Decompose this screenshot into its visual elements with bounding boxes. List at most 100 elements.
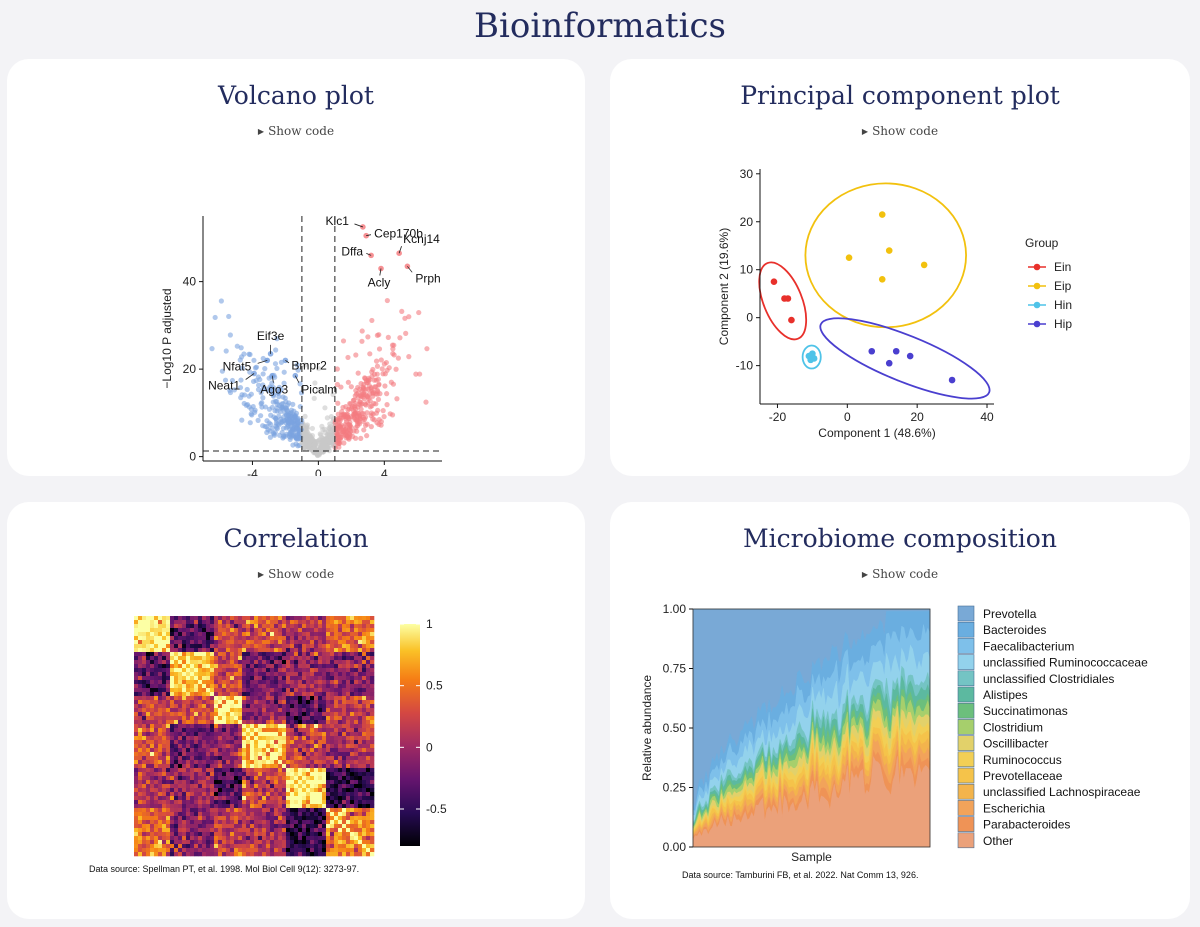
correlation-cell: [234, 780, 239, 785]
correlation-cell: [166, 696, 171, 701]
correlation-cell: [182, 844, 187, 849]
correlation-cell: [198, 672, 203, 677]
correlation-cell: [218, 704, 223, 709]
volcano-point: [246, 393, 252, 399]
correlation-show-code-toggle[interactable]: ▶ Show code: [7, 567, 585, 581]
correlation-cell: [294, 824, 299, 829]
volcano-y-axis-label: −Log10 P adjusted: [160, 288, 174, 388]
triangle-right-icon: ▶: [257, 127, 265, 136]
correlation-cell: [142, 812, 147, 817]
correlation-cell: [166, 764, 171, 769]
correlation-cell: [182, 684, 187, 689]
correlation-cell: [358, 820, 363, 825]
correlation-cell: [198, 848, 203, 853]
correlation-cell: [218, 680, 223, 685]
correlation-cell: [282, 660, 287, 665]
correlation-cell: [330, 740, 335, 745]
correlation-cell: [262, 700, 267, 705]
correlation-cell: [230, 844, 235, 849]
correlation-cell: [150, 652, 155, 657]
correlation-cell: [146, 764, 151, 769]
correlation-cell: [282, 652, 287, 657]
correlation-cell: [214, 720, 219, 725]
correlation-cell: [174, 776, 179, 781]
correlation-cell: [162, 656, 167, 661]
correlation-cell: [346, 844, 351, 849]
correlation-cell: [262, 828, 267, 833]
correlation-cell: [322, 644, 327, 649]
correlation-cell: [214, 696, 219, 701]
correlation-cell: [278, 808, 283, 813]
correlation-cell: [222, 620, 227, 625]
correlation-cell: [142, 732, 147, 737]
correlation-cell: [158, 824, 163, 829]
correlation-cell: [174, 796, 179, 801]
correlation-cell: [314, 656, 319, 661]
correlation-cell: [334, 696, 339, 701]
correlation-cell: [230, 852, 235, 857]
correlation-cell: [278, 804, 283, 809]
correlation-cell: [366, 736, 371, 741]
correlation-cell: [138, 784, 143, 789]
correlation-cell: [174, 780, 179, 785]
correlation-cell: [294, 684, 299, 689]
correlation-cell: [190, 772, 195, 777]
correlation-cell: [326, 704, 331, 709]
correlation-cell: [278, 848, 283, 853]
correlation-cell: [346, 684, 351, 689]
correlation-cell: [254, 744, 259, 749]
correlation-cell: [334, 624, 339, 629]
correlation-cell: [218, 752, 223, 757]
correlation-cell: [142, 788, 147, 793]
volcano-point: [255, 386, 262, 393]
correlation-cell: [210, 760, 215, 765]
correlation-cell: [242, 848, 247, 853]
correlation-cell: [170, 812, 175, 817]
pca-show-code-toggle[interactable]: ▶ Show code: [610, 124, 1190, 138]
correlation-cell: [318, 792, 323, 797]
volcano-point: [238, 395, 244, 401]
correlation-cell: [358, 760, 363, 765]
correlation-cell: [202, 776, 207, 781]
correlation-cell: [174, 716, 179, 721]
correlation-cell: [226, 620, 231, 625]
correlation-cell: [198, 660, 203, 665]
correlation-cell: [138, 724, 143, 729]
correlation-cell: [182, 740, 187, 745]
correlation-cell: [282, 816, 287, 821]
correlation-cell: [310, 852, 315, 857]
correlation-cell: [202, 844, 207, 849]
correlation-cell: [262, 620, 267, 625]
correlation-cell: [154, 640, 159, 645]
correlation-cell: [314, 852, 319, 857]
correlation-cell: [246, 700, 251, 705]
correlation-cell: [226, 808, 231, 813]
correlation-cell: [238, 712, 243, 717]
correlation-cell: [334, 640, 339, 645]
volcano-show-code-toggle[interactable]: ▶ Show code: [7, 124, 585, 138]
correlation-cell: [170, 852, 175, 857]
correlation-cell: [202, 708, 207, 713]
correlation-cell: [214, 760, 219, 765]
correlation-cell: [222, 648, 227, 653]
correlation-cell: [246, 788, 251, 793]
correlation-cell: [138, 636, 143, 641]
volcano-point: [378, 357, 384, 363]
correlation-cell: [138, 708, 143, 713]
correlation-cell: [358, 700, 363, 705]
correlation-cell: [342, 708, 347, 713]
correlation-cell: [242, 660, 247, 665]
correlation-cell: [330, 672, 335, 677]
correlation-cell: [358, 692, 363, 697]
correlation-cell: [278, 692, 283, 697]
correlation-cell: [314, 816, 319, 821]
correlation-cell: [238, 648, 243, 653]
correlation-cell: [214, 624, 219, 629]
correlation-cell: [186, 720, 191, 725]
correlation-cell: [138, 664, 143, 669]
correlation-cell: [218, 760, 223, 765]
microbiome-show-code-toggle[interactable]: ▶ Show code: [610, 567, 1190, 581]
correlation-cell: [182, 812, 187, 817]
correlation-cell: [338, 668, 343, 673]
volcano-point: [387, 411, 393, 417]
